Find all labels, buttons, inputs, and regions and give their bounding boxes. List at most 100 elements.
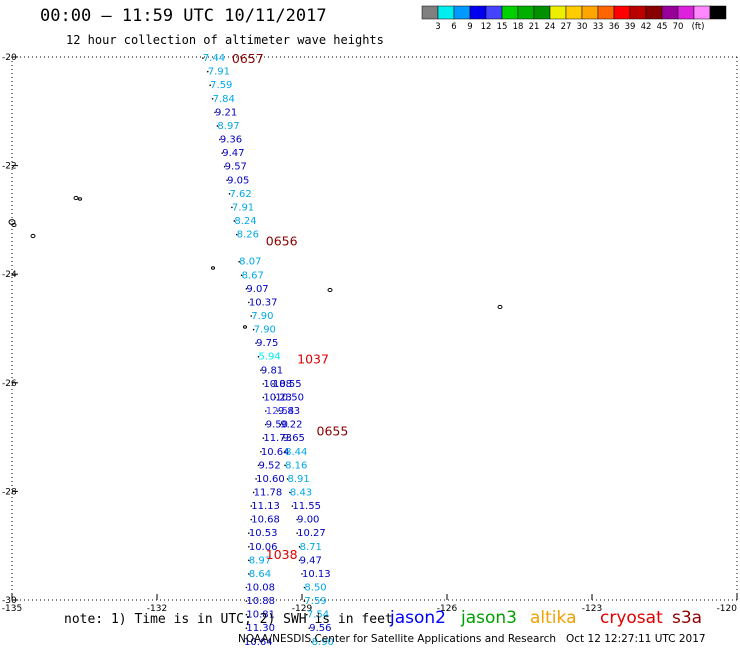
swh-point-marker <box>219 138 221 141</box>
swh-point-marker <box>281 437 284 439</box>
swh-point-marker <box>298 559 301 562</box>
swh-point-marker <box>228 193 231 195</box>
swh-point-marker <box>289 491 291 494</box>
island-outline <box>243 325 247 329</box>
color-scale-label: 3 <box>435 22 440 32</box>
color-scale-swatch <box>709 5 727 20</box>
swh-value-label: 10.88 <box>246 596 275 607</box>
lat-tick-label: -20 <box>2 53 17 63</box>
color-scale-swatch <box>517 5 535 20</box>
swh-value-label: 10.50 <box>275 392 304 403</box>
lon-tick-label: -135 <box>2 604 22 614</box>
swh-value-label: 9.56 <box>309 623 331 634</box>
swh-point-marker <box>303 600 306 602</box>
swh-value-label: 8.97 <box>217 121 239 132</box>
swh-point-marker <box>252 328 255 331</box>
swh-value-label: 8.67 <box>242 270 264 281</box>
credit-line: NOAA/NESDIS Center for Satellite Applica… <box>238 633 706 645</box>
color-scale-label: 33 <box>593 22 604 32</box>
color-scale-swatch <box>645 5 663 20</box>
pass-time-label: 1038 <box>266 547 298 562</box>
swh-value-label: 12.54 <box>266 406 295 417</box>
color-scale-label: 15 <box>497 22 508 32</box>
swh-point-marker <box>272 383 274 385</box>
swh-point-marker <box>238 260 240 263</box>
swh-value-label: 10.81 <box>246 610 275 621</box>
color-scale-swatch <box>533 5 551 20</box>
color-scale-swatch <box>421 5 439 20</box>
swh-value-label: 7.59 <box>304 596 326 607</box>
figure-subtitle: 12 hour collection of altimeter wave hei… <box>66 33 384 47</box>
swh-point-marker <box>264 410 267 412</box>
satellite-label-s3a: s3a <box>672 608 703 628</box>
color-scale-swatch <box>629 5 647 20</box>
lon-tick-label: -132 <box>147 604 167 614</box>
swh-value-label: 9.22 <box>280 420 302 431</box>
swh-points: 7.44 7.91 7.59 7.84 9.21 8.97 9.36 9.47 9.57 9.05… <box>202 53 334 648</box>
pass-time-labels: 0657 0656 1037 0655 1038 <box>232 51 348 562</box>
swh-point-marker <box>248 301 250 304</box>
swh-value-label: 8.07 <box>239 257 261 268</box>
swh-point-marker <box>255 478 257 480</box>
swh-value-label: 8.26 <box>237 230 259 241</box>
island-outline <box>211 266 215 270</box>
swh-value-label: 11.30 <box>246 623 275 634</box>
swh-value-label: 7.44 <box>203 53 225 64</box>
swh-point-marker <box>211 98 214 100</box>
color-scale-swatch <box>453 5 471 20</box>
swh-point-marker <box>235 233 238 236</box>
swh-point-marker <box>291 505 294 507</box>
swh-value-label: 9.65 <box>283 433 305 444</box>
swh-value-label: 8.71 <box>300 542 322 553</box>
swh-point-marker <box>286 478 289 480</box>
swh-point-marker <box>248 573 250 575</box>
swh-point-marker <box>264 423 267 426</box>
swh-point-marker <box>245 627 248 630</box>
swh-point-marker <box>248 545 250 548</box>
swh-point-marker <box>284 464 286 467</box>
swh-value-label: 9.75 <box>256 338 278 349</box>
satellite-label-altika: altika <box>530 608 577 628</box>
swh-value-label: 10.13 <box>302 569 331 580</box>
swh-value-label: 7.62 <box>230 189 252 200</box>
lon-tick-label: -120 <box>717 604 738 614</box>
swh-value-label: 9.83 <box>278 406 300 417</box>
swh-point-marker <box>279 423 282 426</box>
swh-value-label: 10.27 <box>297 528 326 539</box>
color-scale-label: 9 <box>467 22 472 32</box>
swh-point-marker <box>262 437 265 439</box>
swh-point-marker <box>245 613 248 616</box>
swh-point-marker <box>310 641 313 643</box>
swh-point-marker <box>250 505 253 507</box>
swh-point-marker <box>216 125 219 127</box>
swh-value-label: 8.90 <box>312 637 334 648</box>
swh-value-label: 9.07 <box>246 284 268 295</box>
swh-value-label: 10.53 <box>249 528 278 539</box>
swh-point-marker <box>262 383 265 385</box>
figure-title: 00:00 – 11:59 UTC 10/11/2017 <box>40 6 327 26</box>
swh-point-marker <box>226 179 228 182</box>
color-scale-label: 45 <box>657 22 668 32</box>
swh-value-label: 10.68 <box>251 515 280 526</box>
color-scale-swatch <box>581 5 599 20</box>
swh-point-marker <box>296 518 298 521</box>
swh-value-label: 10.08 <box>246 583 275 594</box>
swh-point-marker <box>274 396 277 399</box>
swh-value-label: 11.78 <box>254 487 283 498</box>
color-scale-swatch <box>597 5 615 20</box>
swh-point-marker <box>245 288 248 290</box>
swh-value-label: 9.52 <box>259 460 281 471</box>
swh-value-label: 9.81 <box>261 365 283 376</box>
color-scale-swatch <box>693 5 711 20</box>
credit-org: NOAA/NESDIS Center for Satellite Applica… <box>238 633 556 645</box>
color-scale-swatch <box>613 5 631 20</box>
swh-value-label: 10.06 <box>249 542 278 553</box>
lat-tick-label: -28 <box>2 487 17 497</box>
swh-value-label: 10.60 <box>256 474 285 485</box>
lon-tick-label: -123 <box>582 604 602 614</box>
swh-value-label: 5.94 <box>259 352 281 363</box>
color-scale-label: 21 <box>529 22 540 32</box>
footnote: note: 1) Time is in UTC; 2) SWH is in fe… <box>64 612 393 627</box>
swh-point-marker <box>245 600 248 602</box>
